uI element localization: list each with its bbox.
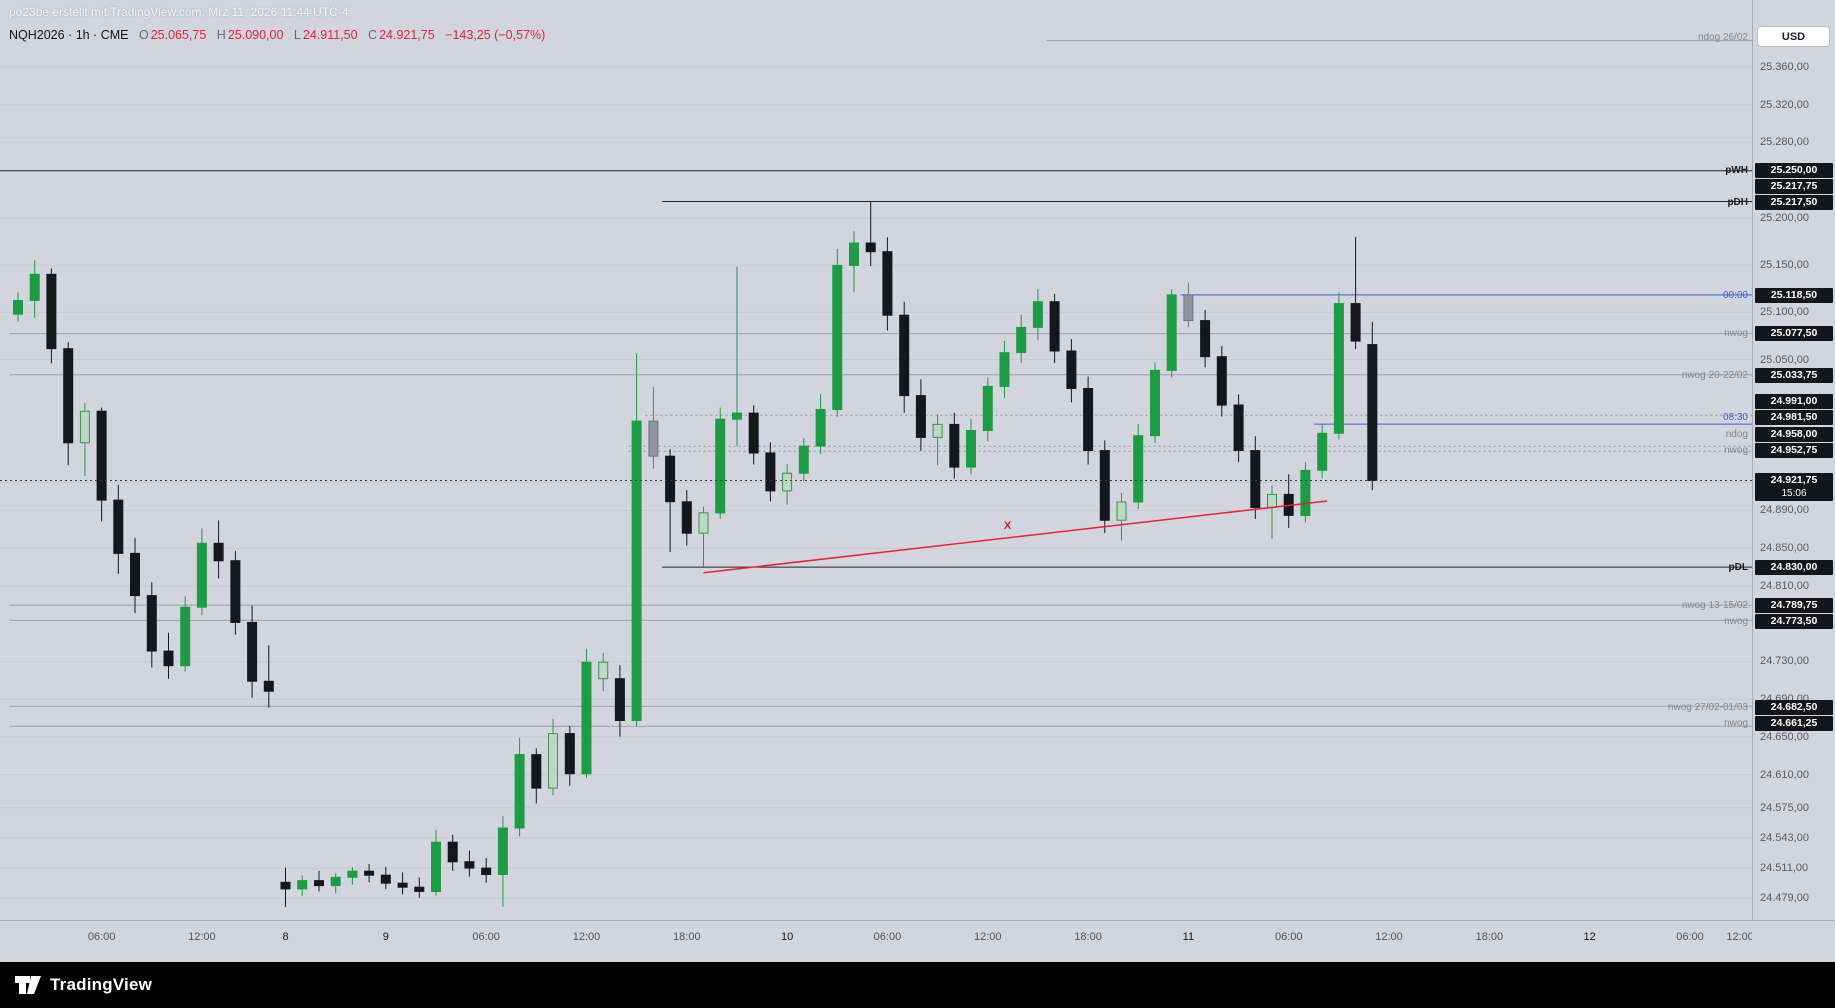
price-tick: 25.050,00: [1760, 353, 1809, 366]
time-label: 06:00: [472, 931, 500, 943]
chart-legend: po23be erstellt mit TradingView.com, Mrz…: [9, 5, 545, 42]
time-label-day: 9: [382, 931, 389, 943]
time-label: 12:00: [973, 931, 1002, 943]
price-tick: 24.479,00: [1760, 892, 1809, 905]
ohlc-high-value: 25.090,00: [227, 28, 284, 42]
footer-bar: TradingView: [0, 962, 1835, 1008]
change-value: −143,25 (−0,57%): [445, 28, 546, 42]
tradingview-logo-icon[interactable]: [15, 972, 41, 998]
time-label-day: 12: [1583, 931, 1596, 943]
time-label: 12:00: [1726, 931, 1752, 943]
candlestick-chart[interactable]: [0, 0, 1752, 920]
ohlc-open-value: 25.065,75: [150, 28, 207, 42]
price-tick: 24.730,00: [1760, 655, 1809, 668]
price-tick: 24.575,00: [1760, 801, 1809, 814]
currency-button[interactable]: USD: [1757, 26, 1830, 47]
price-badge: 25.118,50: [1755, 288, 1833, 303]
ohlc-close-label: C: [368, 28, 378, 42]
ohlc-low-value: 24.911,50: [302, 28, 358, 42]
time-label: 18:00: [673, 931, 701, 943]
price-badge: 24.952,75: [1755, 443, 1833, 458]
price-badge: 25.250,00: [1755, 163, 1833, 178]
price-tick: 25.360,00: [1760, 60, 1809, 73]
chart-attribution: po23be erstellt mit TradingView.com, Mrz…: [9, 5, 349, 19]
time-label: 18:00: [1475, 931, 1504, 943]
time-label: 12:00: [1375, 931, 1403, 943]
price-badge: 24.789,75: [1755, 598, 1833, 613]
price-badge: 24.661,25: [1755, 716, 1833, 731]
symbol-title[interactable]: NQH2026 · 1h · CME: [9, 28, 129, 42]
price-tick: 25.150,00: [1760, 259, 1809, 272]
price-badge: 24.830,00: [1755, 560, 1833, 575]
tradingview-wordmark[interactable]: TradingView: [50, 975, 153, 994]
price-tick: 24.650,00: [1760, 730, 1809, 743]
symbol-legend[interactable]: NQH2026 · 1h · CME O 25.065,75 H 25.090,00…: [9, 28, 545, 42]
price-badge: 25.033,75: [1755, 368, 1833, 383]
time-label-day: 11: [1182, 931, 1195, 943]
current-price-badge: 24.921,75 15:06: [1755, 472, 1833, 501]
time-label: 06:00: [87, 931, 116, 943]
price-tick: 25.200,00: [1760, 211, 1809, 224]
time-label: 06:00: [1274, 931, 1303, 943]
price-badge: 24.682,50: [1755, 700, 1833, 715]
price-badge: 24.981,50: [1755, 410, 1833, 425]
price-tick: 24.511,00: [1760, 862, 1809, 875]
time-label: 06:00: [873, 931, 902, 943]
price-badge: 25.077,50: [1755, 326, 1833, 341]
price-badge: 25.217,75: [1755, 179, 1833, 194]
current-price-value: 24.921,75: [1770, 473, 1818, 486]
price-badge: 24.991,00: [1755, 394, 1833, 409]
price-badge: 24.773,50: [1755, 614, 1833, 629]
bar-countdown: 15:06: [1781, 487, 1807, 499]
price-tick: 24.610,00: [1760, 768, 1809, 781]
price-tick: 24.543,00: [1760, 831, 1809, 844]
price-badge: 25.217,50: [1755, 195, 1833, 210]
price-axis[interactable]: USD 25.360,00 25.320,00 25.280,00 25.200,00…: [1752, 0, 1835, 920]
price-tick: 24.810,00: [1760, 579, 1809, 592]
ohlc-open-label: O: [138, 28, 149, 42]
price-badge: 24.958,00: [1755, 427, 1833, 442]
ohlc-close-value: 24.921,75: [379, 28, 435, 42]
time-axis[interactable]: 06:00 12:00 8 9 06:00 12:00 18:00 10 06:00 12:00 1…: [0, 920, 1835, 962]
price-tick: 25.280,00: [1760, 136, 1809, 149]
price-tick: 24.850,00: [1760, 542, 1809, 555]
time-label: 12:00: [188, 931, 216, 943]
ohlc-high-label: H: [216, 28, 226, 42]
price-tick: 25.320,00: [1760, 98, 1809, 111]
time-label: 18:00: [1074, 931, 1102, 943]
ohlc-low-label: L: [293, 28, 301, 42]
time-label-day: 8: [282, 931, 289, 943]
time-label-day: 10: [780, 931, 794, 943]
price-tick: 25.100,00: [1760, 306, 1809, 319]
time-label: 12:00: [572, 931, 601, 943]
price-tick: 24.890,00: [1760, 504, 1809, 517]
chart-plot-area[interactable]: X: [0, 0, 1752, 920]
trendline-x-label[interactable]: X: [1003, 520, 1012, 533]
time-label: 06:00: [1676, 931, 1704, 943]
